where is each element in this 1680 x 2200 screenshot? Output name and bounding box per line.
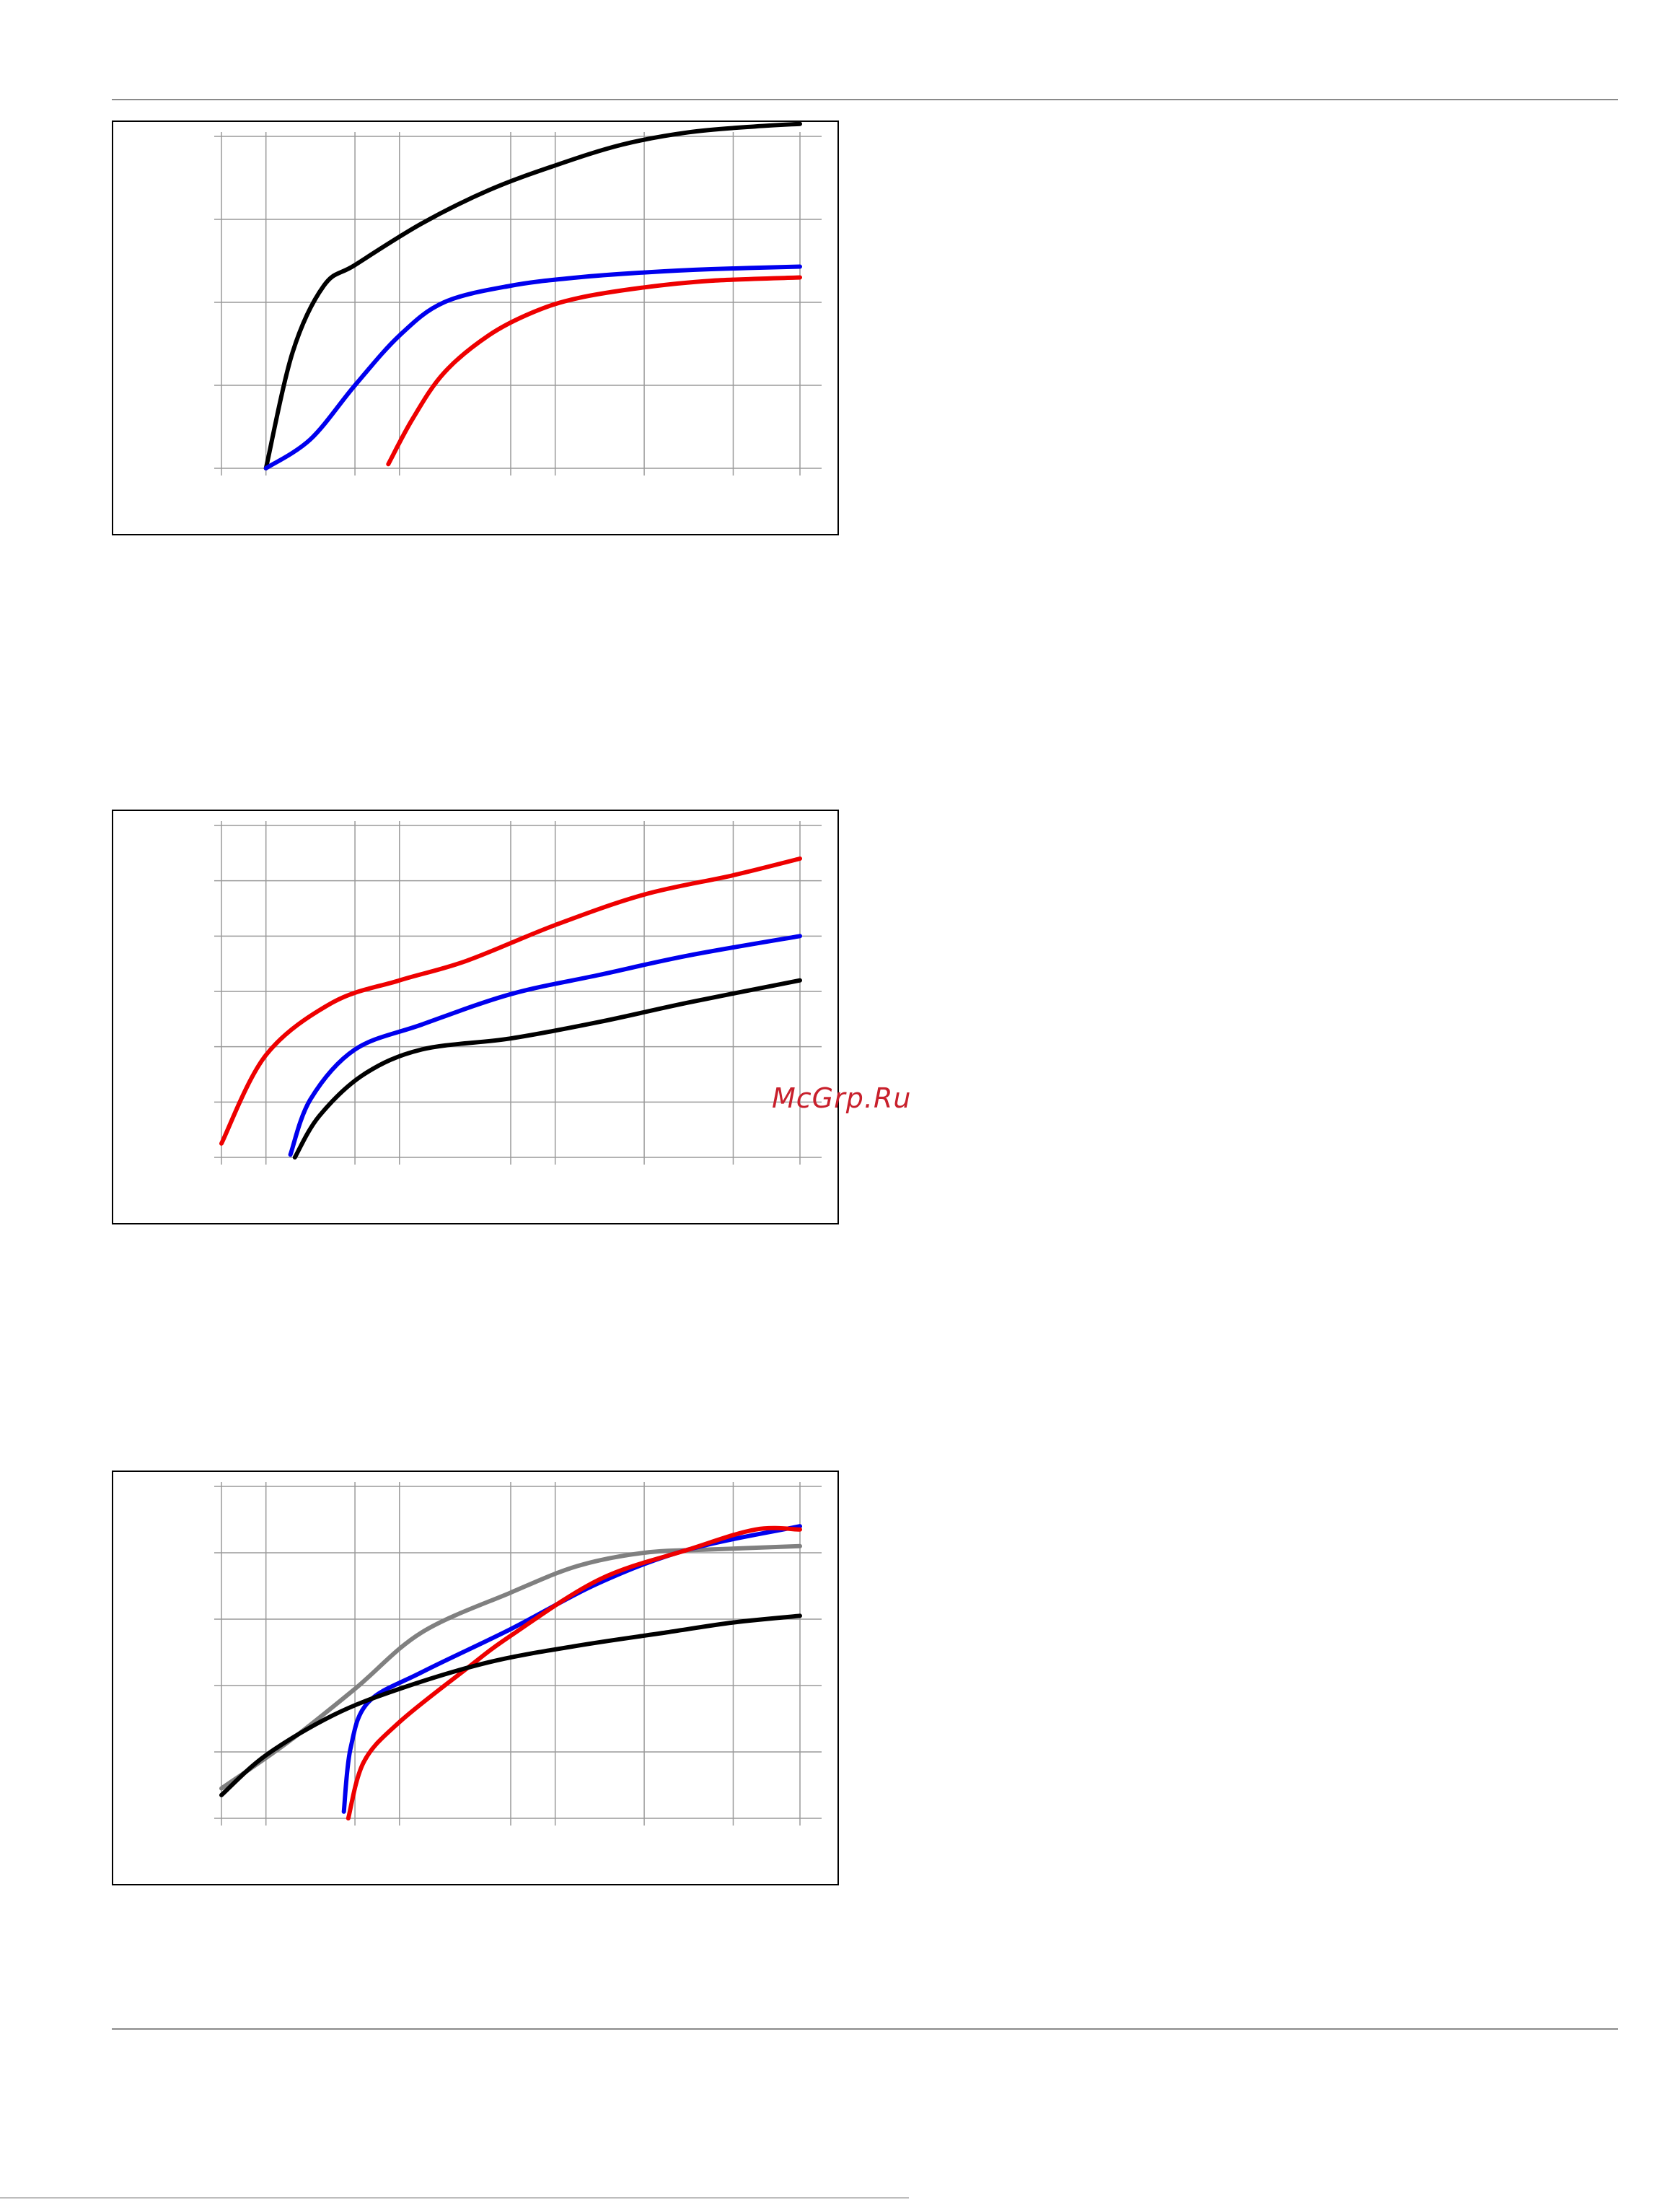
chart-2-series-line-1 — [219, 856, 802, 1146]
chart-panel-3 — [112, 1471, 839, 1885]
watermark: McGrp.Ru — [772, 1082, 912, 1114]
chart-1 — [214, 122, 822, 476]
chart-2-series-line-2 — [288, 934, 802, 1157]
chart-1-grid — [214, 132, 822, 476]
chart-3-grid — [214, 1482, 822, 1826]
chart-3 — [214, 1482, 822, 1826]
header-rule — [112, 99, 1618, 100]
footer-rule — [112, 2028, 1618, 2030]
chart-2-series-line-3 — [292, 978, 802, 1160]
chart-panel-1 — [112, 120, 839, 535]
chart-1-series-line-1 — [263, 122, 802, 470]
chart-1-series-line-3 — [386, 275, 802, 467]
chart-3-series-line-3 — [346, 1525, 802, 1820]
chart-1-series-line-2 — [263, 264, 802, 470]
page-edge-rule — [0, 2197, 909, 2199]
chart-2 — [214, 821, 822, 1165]
chart-3-series-line-4 — [219, 1613, 802, 1797]
chart-panel-2 — [112, 810, 839, 1224]
